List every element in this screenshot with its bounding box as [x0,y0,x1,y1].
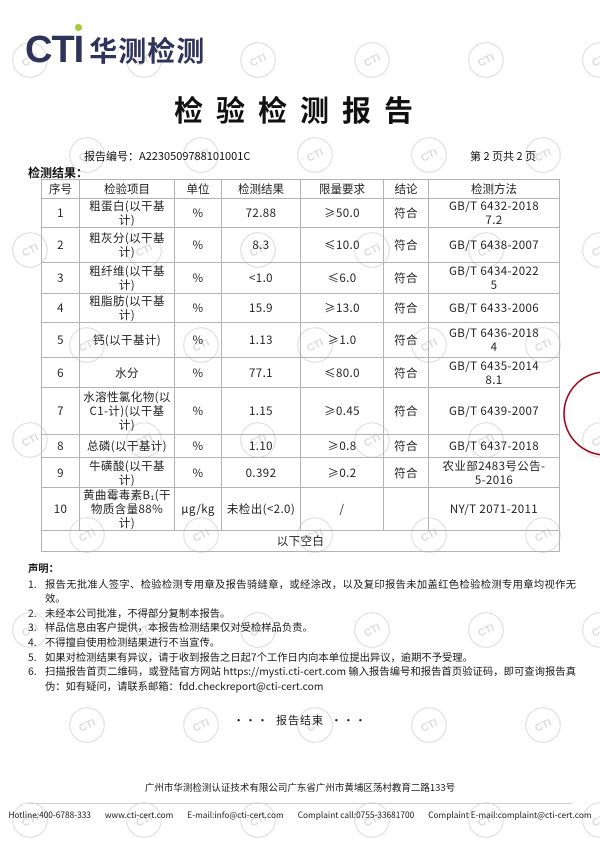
svg-text:广州市华测检测认证有限公司: 广州市华测检测认证有限公司 [561,370,600,417]
